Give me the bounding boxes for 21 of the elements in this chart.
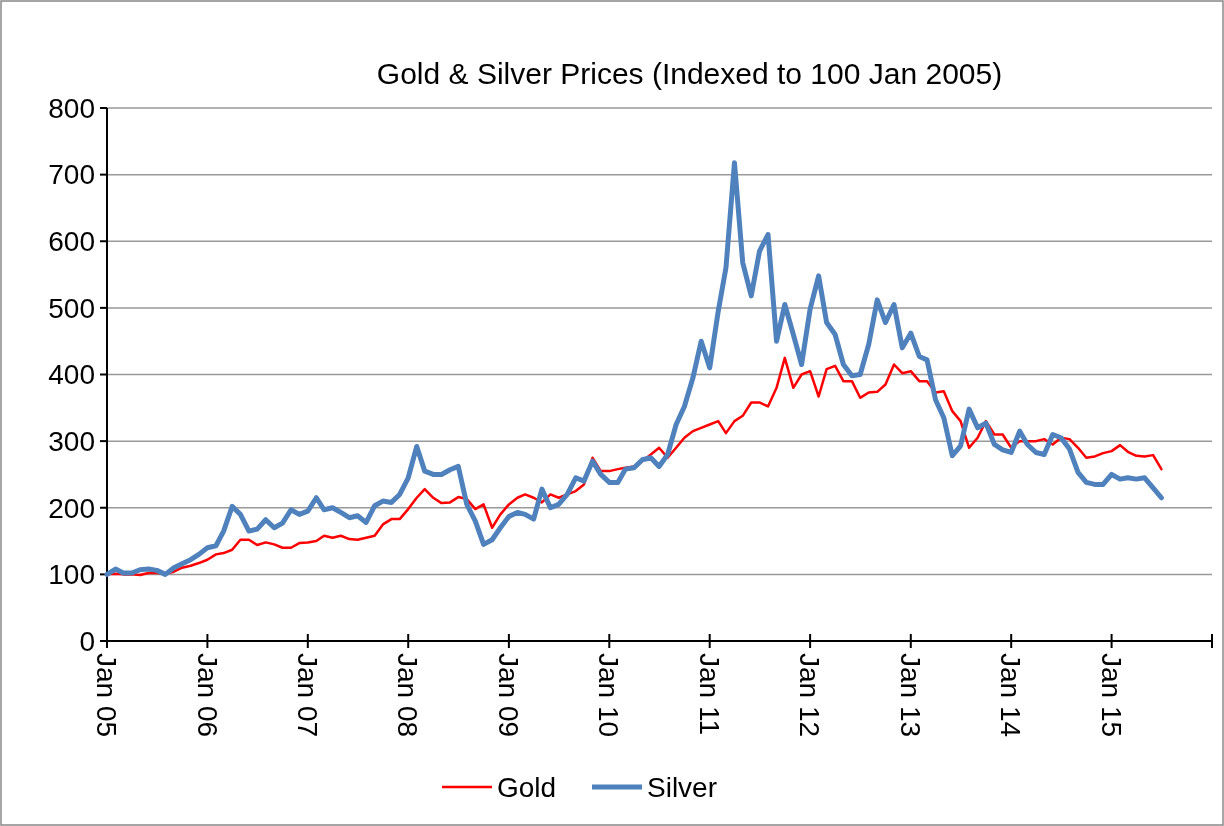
x-tick-label: Jan 13 [894, 653, 926, 738]
x-tick-label: Jan 06 [191, 653, 223, 738]
x-tick-label: Jan 14 [995, 653, 1027, 738]
legend-label: Silver [647, 771, 718, 803]
x-tick-label: Jan 07 [292, 653, 324, 738]
y-tick-label: 200 [48, 492, 95, 524]
x-tick-label: Jan 11 [693, 653, 725, 735]
x-tick-label: Jan 09 [493, 653, 525, 738]
y-tick-label: 100 [48, 559, 95, 591]
y-tick-label: 400 [48, 359, 95, 391]
x-tick-label: Jan 12 [794, 653, 826, 738]
x-tick-label: Jan 10 [593, 653, 625, 738]
x-tick-label: Jan 15 [1095, 653, 1127, 738]
y-tick-label: 800 [48, 92, 95, 124]
y-tick-label: 600 [48, 226, 95, 258]
x-tick-label: Jan 08 [392, 653, 424, 738]
y-tick-label: 300 [48, 425, 95, 457]
y-tick-label: 700 [48, 159, 95, 191]
chart-title: Gold & Silver Prices (Indexed to 100 Jan 2005) [376, 57, 1003, 90]
legend-label: Gold [497, 771, 557, 803]
y-tick-label: 500 [48, 292, 95, 324]
